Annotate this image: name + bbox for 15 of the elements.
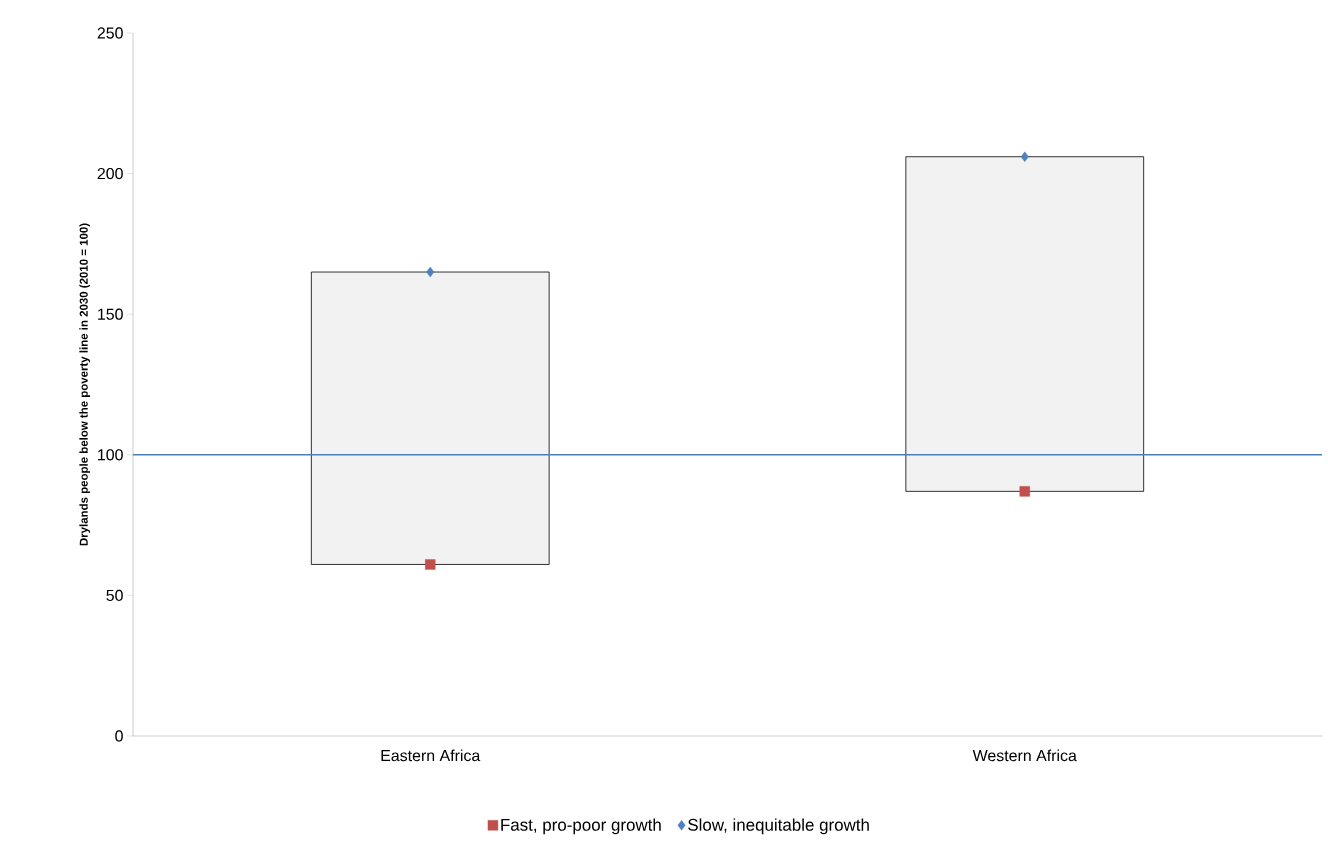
y-tick-label: 0: [115, 730, 123, 742]
y-axis-title: Drylands people below the poverty line in 2030 (2010 = 100): [79, 223, 91, 546]
y-tick-label: 100: [98, 449, 123, 461]
point: [1020, 151, 1029, 162]
y-tick-label: 50: [106, 589, 123, 602]
x-tick-label: Western Africa: [972, 749, 1077, 762]
point: [425, 559, 436, 570]
point: [426, 266, 435, 278]
y-tick-label: 250: [97, 27, 123, 39]
y-tick-label: 200: [97, 167, 123, 180]
point: [1019, 486, 1030, 497]
legend-label: Slow, inequitable growth: [688, 818, 869, 835]
legend-label: Fast, pro-poor growth: [501, 818, 661, 835]
x-tick-label: Eastern Africa: [381, 749, 481, 762]
y-tick-label: 150: [98, 308, 123, 320]
